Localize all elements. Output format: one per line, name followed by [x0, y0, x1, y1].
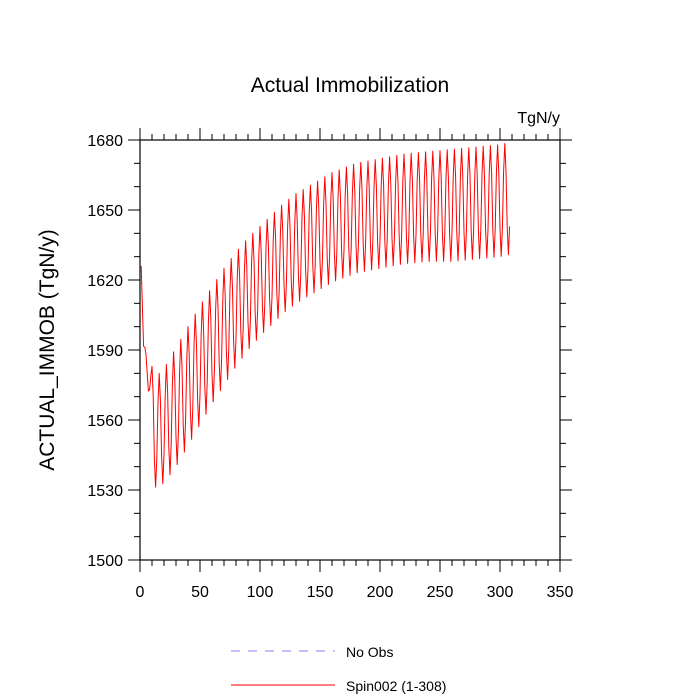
- legend-label-0: No Obs: [346, 644, 393, 660]
- series-line-1: [140, 143, 511, 488]
- x-tick-label: 250: [427, 584, 454, 601]
- x-tick-label: 350: [547, 584, 574, 601]
- y-axis-label: ACTUAL_IMMOB (TgN/y): [36, 229, 59, 471]
- y-tick-label: 1500: [87, 553, 123, 570]
- y-tick-label: 1560: [87, 413, 123, 430]
- x-tick-label: 100: [247, 584, 274, 601]
- plot-frame: [139, 139, 561, 561]
- x-tick-label: 300: [487, 584, 514, 601]
- legend: No Obs Spin002 (1-308): [231, 644, 446, 694]
- x-tick-label: 0: [136, 584, 145, 601]
- plot-area: 0 50 100 150 200 250 300 350 1500 1530 1560 1590 162…: [87, 128, 573, 601]
- y-tick-label: 1650: [87, 203, 123, 220]
- units-label: TgN/y: [517, 110, 560, 127]
- y-tick-label: 1590: [87, 343, 123, 360]
- y-tick-label: 1680: [87, 133, 123, 150]
- y-tick-label: 1620: [87, 273, 123, 290]
- chart-title: Actual Immobilization: [251, 74, 449, 97]
- x-tick-label: 50: [191, 584, 209, 601]
- y-tick-label: 1530: [87, 483, 123, 500]
- legend-label-1: Spin002 (1-308): [346, 678, 446, 694]
- x-tick-label: 200: [367, 584, 394, 601]
- x-tick-label: 150: [307, 584, 334, 601]
